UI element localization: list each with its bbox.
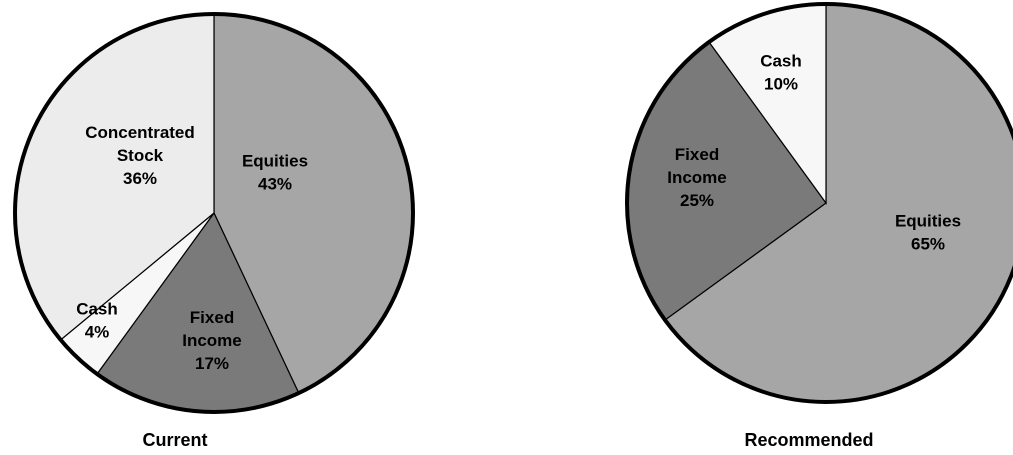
chart-title-recommended: Recommended bbox=[744, 430, 874, 450]
pie-chart-current: Equities 43% Fixed Income 17% Cash 4% Concentra… bbox=[13, 12, 415, 414]
chart-title-current: Current bbox=[142, 430, 208, 450]
slice-label-fixed: Fixed Income 17% bbox=[182, 308, 242, 373]
pie-outline bbox=[13, 12, 415, 414]
slice-label-equities: Equities 43% bbox=[242, 152, 308, 194]
slice-label-fixed: Fixed Income 25% bbox=[667, 145, 727, 210]
slice-label-cash: Cash 10% bbox=[760, 52, 802, 94]
slice-label-concentrated: Concentrated Stock 36% bbox=[85, 123, 195, 188]
slice-label-equities: Equities 65% bbox=[895, 212, 961, 254]
pie-outline bbox=[625, 2, 1013, 404]
slice-label-cash: Cash 4% bbox=[76, 300, 118, 342]
pie-chart-recommended: Equities 65% Fixed Income 25% Cash 10% bbox=[625, 2, 1013, 404]
